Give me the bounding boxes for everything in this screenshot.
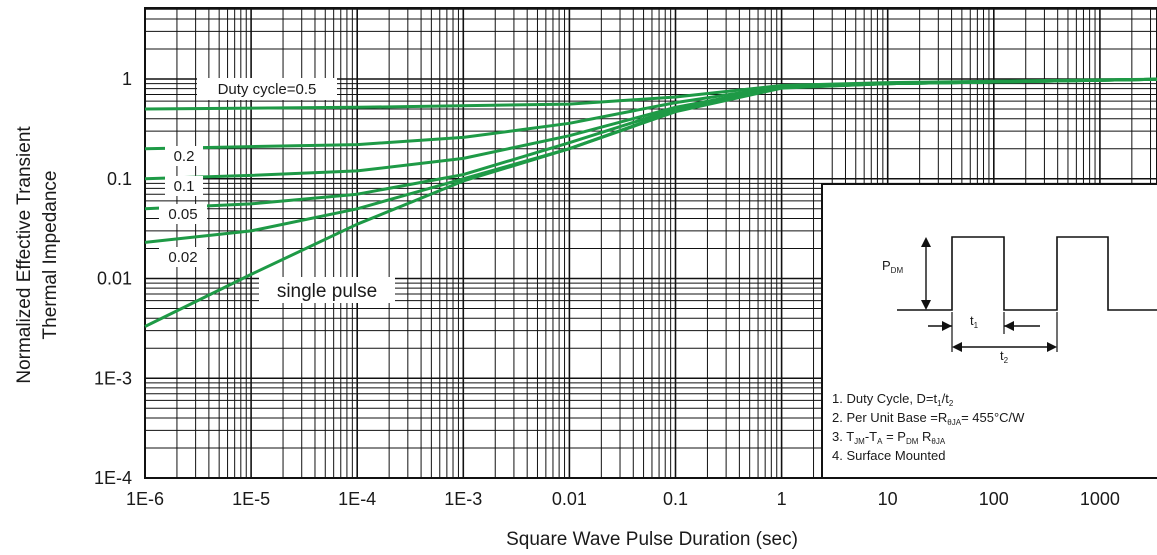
inset-note-part: θJA <box>947 418 961 427</box>
inset-note-number: 1. <box>832 391 846 406</box>
inset-note-part: 2 <box>949 399 954 408</box>
inset-note-part: = P <box>882 429 906 444</box>
curve-label-1: 0.2 <box>174 148 195 165</box>
curve-label-4: 0.02 <box>168 249 197 266</box>
pdm-arrowhead-down <box>921 300 931 310</box>
y-tick-label: 0.01 <box>97 269 132 289</box>
curve-label-bg <box>259 277 395 303</box>
t1-arrowhead-left <box>942 321 952 331</box>
inset-note-part: θJA <box>931 437 945 446</box>
t2-label: t2 <box>1000 348 1009 365</box>
pulse-waveform <box>897 236 1157 311</box>
inset-note-part: JM <box>854 437 865 446</box>
inset-note-part: Surface Mounted <box>846 448 945 463</box>
y-tick-label: 1 <box>122 69 132 89</box>
y-axis-title-line: Normalized Effective Transient <box>14 126 35 384</box>
x-axis-title: Square Wave Pulse Duration (sec) <box>506 529 798 550</box>
y-tick-label: 1E-4 <box>94 468 132 488</box>
y-axis-title: Normalized Effective Transient Thermal Im… <box>14 126 61 384</box>
pdm-arrowhead-up <box>921 237 931 247</box>
x-tick-labels: 1E-6 1E-5 1E-4 1E-3 0.01 0.1 1 10 100 1000 <box>126 489 1120 509</box>
inset-note-2: 2. Per Unit Base =RθJA= 455°C/W <box>832 410 1025 427</box>
x-tick-label: 0.01 <box>552 489 587 509</box>
curve-label-bg <box>159 204 207 224</box>
x-tick-label: 1E-3 <box>444 489 482 509</box>
t2-label-sub: 2 <box>1004 356 1009 365</box>
inset-note-part: 1 <box>937 399 942 408</box>
t1-label-sub: 1 <box>974 321 979 330</box>
curve-labels: Duty cycle=0.5 0.2 0.1 0.05 0.02 single pulse <box>159 78 395 303</box>
plot-frame <box>144 7 1157 479</box>
series-line-5 <box>144 77 1157 328</box>
x-tick-label: 1E-5 <box>232 489 270 509</box>
inset-note-part: Duty Cycle, D=t <box>846 391 937 406</box>
t2-arrowhead-right <box>1047 342 1057 352</box>
x-tick-label: 100 <box>979 489 1009 509</box>
y-tick-label: 0.1 <box>107 169 132 189</box>
curve-label-0: Duty cycle=0.5 <box>218 81 317 98</box>
t1-arrowhead-right <box>1004 321 1014 331</box>
y-tick-label: 1E-3 <box>94 368 132 388</box>
pdm-label-sub: DM <box>891 266 904 275</box>
inset-border <box>821 183 1157 479</box>
x-tick-label: 1E-4 <box>338 489 376 509</box>
curve-label-5: single pulse <box>277 281 377 302</box>
inset-note-part: A <box>877 437 883 446</box>
inset-note-3: 3. TJM-TA = PDM RθJA <box>832 429 946 446</box>
inset-note-number: 2. <box>832 410 846 425</box>
y-tick-labels: 1 0.1 0.01 1E-3 1E-4 <box>94 69 132 488</box>
inset-note-part: T <box>846 429 854 444</box>
x-tick-label: 0.1 <box>663 489 688 509</box>
curve-label-bg <box>165 146 203 166</box>
inset-note-number: 4. <box>832 448 846 463</box>
plot-border <box>144 7 1157 479</box>
x-tick-label: 1000 <box>1080 489 1120 509</box>
t2-arrowhead-left <box>952 342 962 352</box>
inset-note-4: 4. Surface Mounted <box>832 448 945 463</box>
curve-label-bg <box>165 176 203 196</box>
curve-label-bg <box>197 78 337 100</box>
curve-label-3: 0.05 <box>168 206 197 223</box>
t1-label: t1 <box>970 313 979 330</box>
inset-note-part: Per Unit Base =R <box>846 410 947 425</box>
inset-note-part: -T <box>865 429 877 444</box>
inset-note-part: = 455°C/W <box>961 410 1025 425</box>
y-axis-title-line: Thermal Impedance <box>40 171 61 340</box>
curve-label-bg <box>159 247 207 267</box>
inset-note-part: R <box>918 429 931 444</box>
x-tick-label: 10 <box>878 489 898 509</box>
inset-note-part: /t <box>942 391 950 406</box>
curves <box>144 77 1157 328</box>
inset-note-1: 1. Duty Cycle, D=t1/t2 <box>832 391 954 408</box>
inset-note-number: 3. <box>832 429 846 444</box>
x-tick-label: 1E-6 <box>126 489 164 509</box>
curve-label-2: 0.1 <box>174 178 195 195</box>
inset-note-part: DM <box>906 437 919 446</box>
x-tick-label: 1 <box>777 489 787 509</box>
